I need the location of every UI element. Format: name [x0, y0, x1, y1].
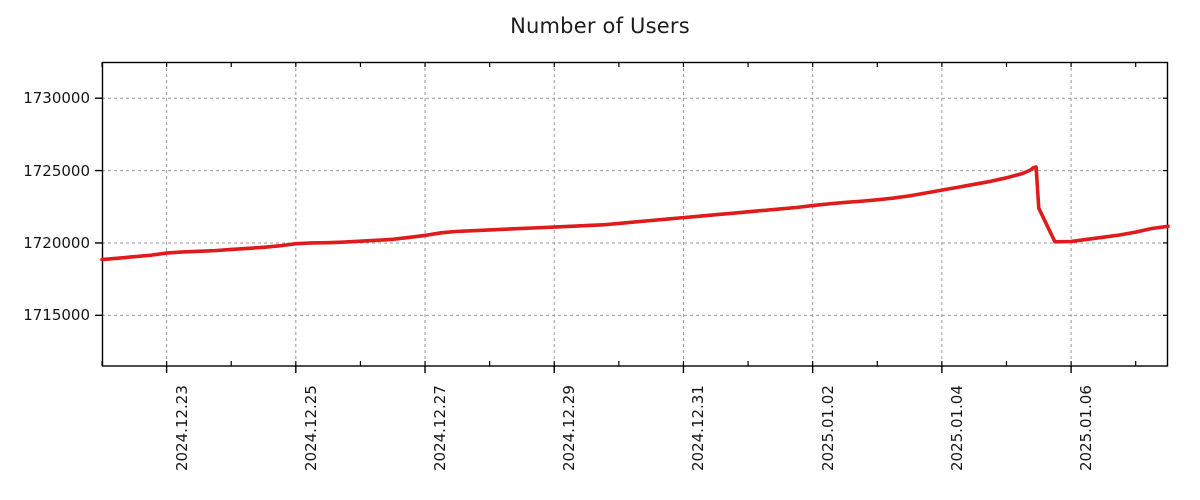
x-axis-tick-label: 2024.12.29: [560, 385, 579, 471]
plot-frame: [101, 61, 1169, 367]
horizontal-gridlines: [102, 97, 1168, 316]
x-axis-tick-label: 2024.12.25: [301, 385, 320, 471]
x-axis-tick-label: 2025.01.02: [818, 385, 837, 471]
x-axis-tick-label: 2024.12.31: [689, 385, 708, 471]
y-axis-tick-label: 1725000: [23, 161, 90, 180]
x-axis-tick-label: 2025.01.04: [947, 385, 966, 471]
y-axis-tick-label: 1715000: [23, 306, 90, 325]
vertical-gridlines: [166, 62, 1072, 366]
y-axis-tick-label: 1720000: [23, 233, 90, 252]
data-series-line: [100, 165, 1170, 262]
axis-minor-ticks: [101, 62, 1168, 366]
x-axis-tick-label: 2024.12.27: [431, 385, 450, 471]
chart-title: Number of Users: [510, 14, 690, 38]
axis-major-ticks: [95, 97, 1072, 373]
x-axis-tick-label: 2024.12.23: [172, 385, 191, 471]
y-axis-tick-label: 1730000: [23, 89, 90, 108]
x-axis-tick-label: 2025.01.06: [1077, 385, 1096, 471]
